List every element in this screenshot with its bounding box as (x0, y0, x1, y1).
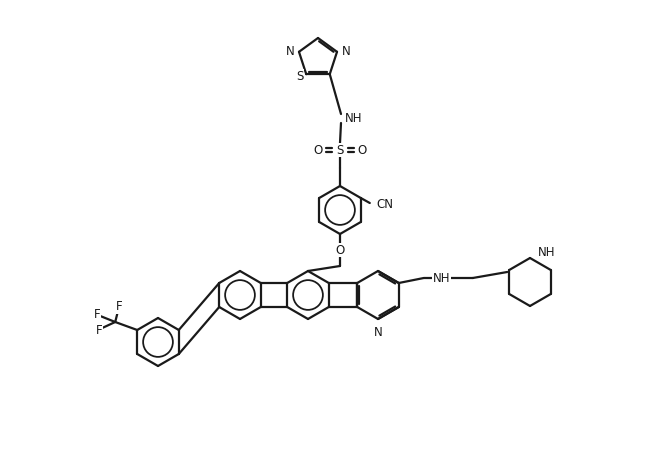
Text: S: S (296, 70, 303, 83)
Text: O: O (313, 144, 322, 157)
Text: NH: NH (345, 112, 362, 125)
Text: F: F (116, 301, 123, 314)
Text: CN: CN (377, 198, 394, 211)
Text: NH: NH (538, 247, 556, 260)
Text: O: O (357, 144, 367, 157)
Text: F: F (94, 307, 101, 320)
Text: N: N (286, 45, 295, 58)
Text: N: N (342, 45, 351, 58)
Text: O: O (335, 243, 344, 256)
Text: F: F (96, 324, 103, 337)
Text: S: S (337, 144, 344, 157)
Text: N: N (373, 326, 382, 339)
Text: NH: NH (433, 271, 450, 284)
